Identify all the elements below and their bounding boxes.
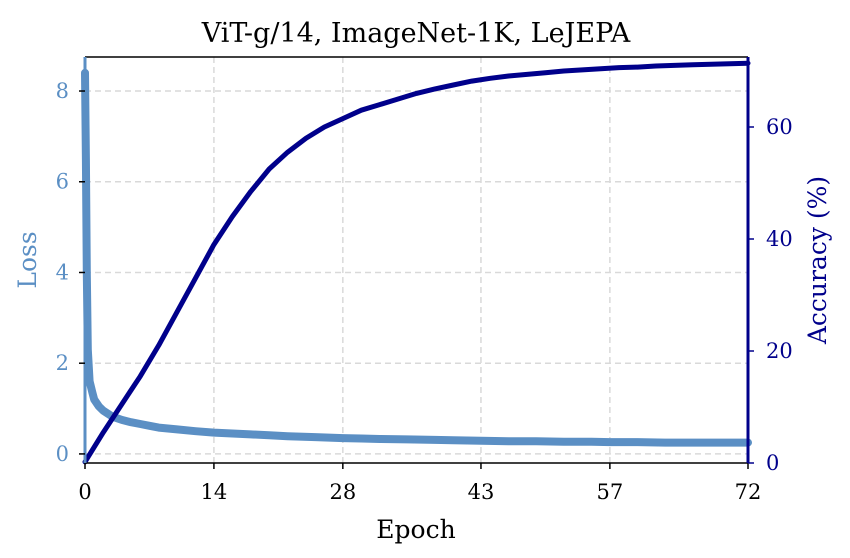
axes-layer <box>83 56 750 464</box>
series-layer <box>81 60 752 465</box>
y-left-tick-label: 2 <box>56 351 69 375</box>
y-left-tick-label: 8 <box>56 79 69 103</box>
accuracy-series-line <box>82 60 751 465</box>
x-tick-label: 72 <box>735 480 762 504</box>
x-tick-label: 0 <box>78 480 91 504</box>
y-right-tick-label: 20 <box>766 339 793 363</box>
y-right-tick-label: 0 <box>766 451 779 475</box>
x-tick-label: 28 <box>329 480 356 504</box>
x-tick-label: 57 <box>597 480 624 504</box>
y-right-tick-label: 60 <box>766 115 793 139</box>
x-axis-label: Epoch <box>376 515 455 544</box>
y-axis-left-label: Loss <box>13 231 42 288</box>
y-left-tick-label: 0 <box>56 442 69 466</box>
x-tick-label: 43 <box>468 480 495 504</box>
x-tick-label: 14 <box>201 480 228 504</box>
y-left-tick-label: 6 <box>56 170 69 194</box>
loss-series-line <box>81 68 752 447</box>
chart-title: ViT-g/14, ImageNet-1K, LeJEPA <box>201 18 631 49</box>
grid-layer <box>84 57 749 463</box>
y-right-tick-label: 40 <box>766 227 793 251</box>
y-axis-right-label: Accuracy (%) <box>803 176 832 345</box>
y-left-tick-label: 4 <box>56 260 69 284</box>
